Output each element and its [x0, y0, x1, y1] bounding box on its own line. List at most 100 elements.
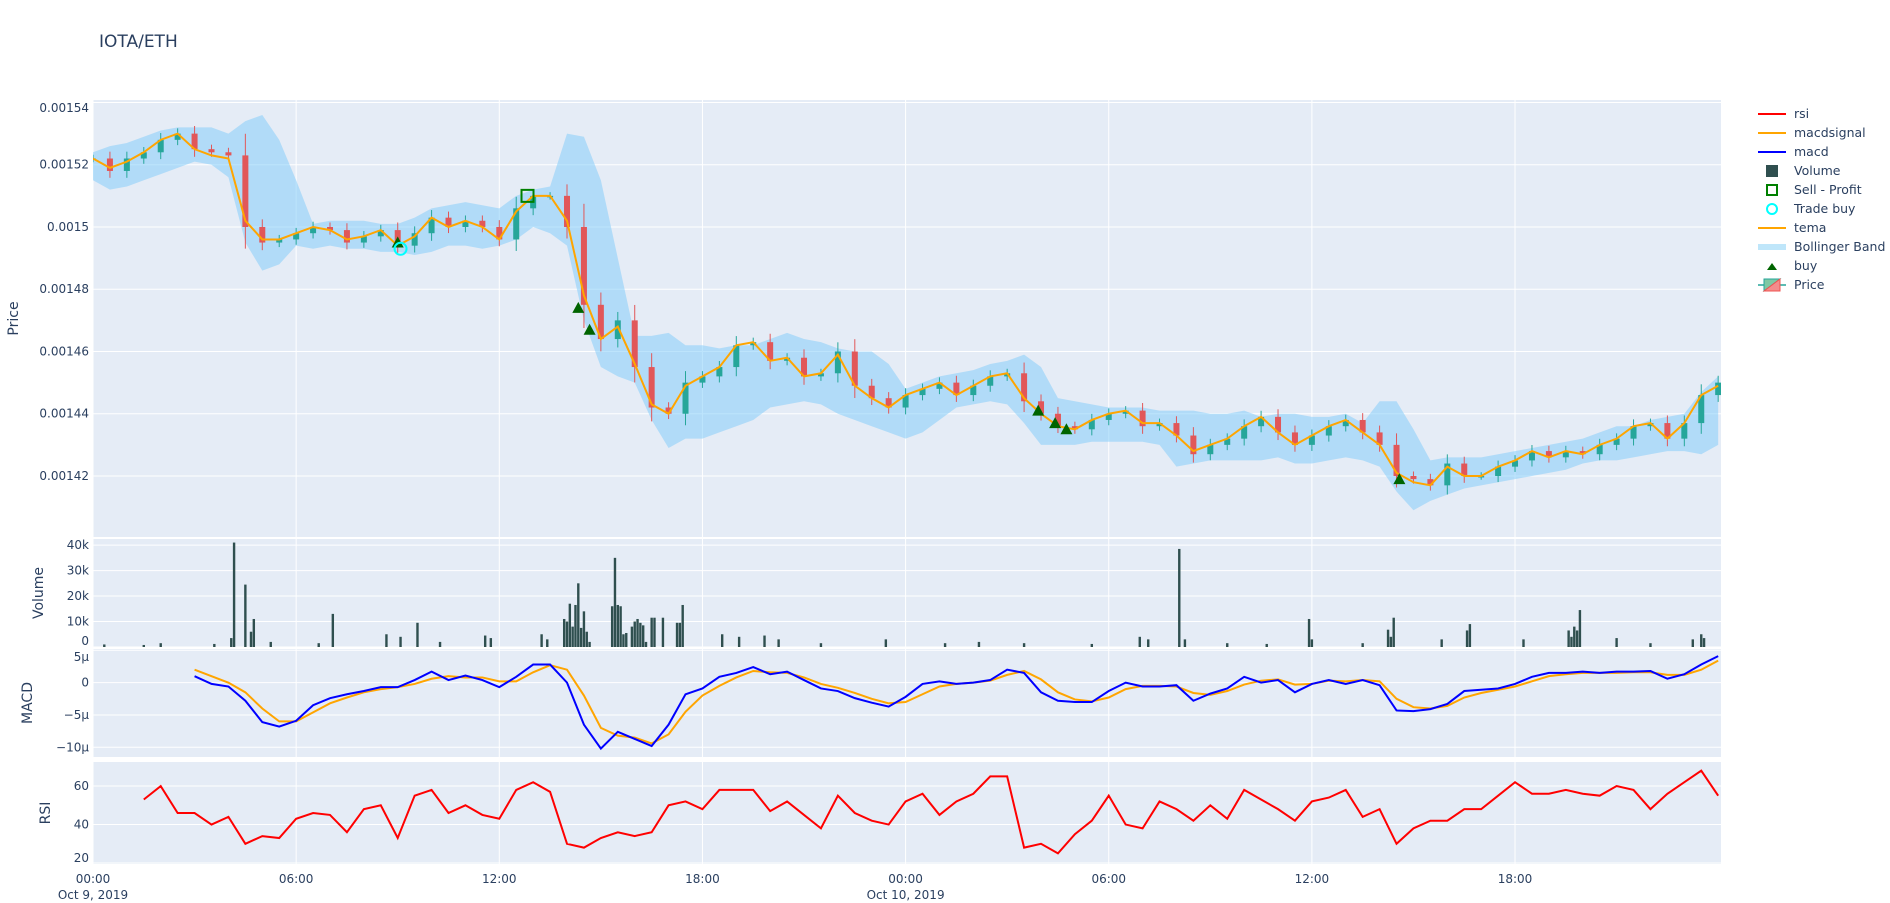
legend-item-buy[interactable]: buy [1756, 256, 1885, 275]
macd-series [194, 655, 1719, 751]
candlestick [564, 184, 571, 239]
price-y-tick-label: 0.0015 [47, 220, 89, 234]
candlestick [1681, 415, 1688, 447]
sell-profit-marker [520, 188, 535, 203]
candlestick [817, 368, 824, 381]
volume-bar [1702, 638, 1706, 647]
candlestick [1427, 473, 1434, 491]
candle-body [276, 239, 283, 243]
legend-item-rsi[interactable]: rsi [1756, 104, 1885, 123]
macd-y-tick-label: 0 [81, 676, 89, 690]
chart-title: IOTA/ETH [99, 32, 178, 52]
legend-item-sell-profit[interactable]: Sell - Profit [1756, 180, 1885, 199]
legend-item-macdsignal[interactable]: macdsignal [1756, 123, 1885, 142]
volume-y-tick-label: 10k [67, 615, 89, 629]
candlestick [699, 371, 706, 388]
candle-body [834, 351, 841, 374]
band-legend-icon [1758, 243, 1786, 250]
rsi-line [143, 769, 1720, 855]
volume-bar [1022, 643, 1026, 647]
candlestick [496, 220, 503, 247]
candlestick [1325, 420, 1332, 442]
candle-body [106, 158, 113, 171]
volume-bar [1265, 643, 1268, 647]
candlestick [1105, 408, 1112, 426]
volume-bar [1567, 630, 1570, 647]
candle-body [580, 226, 587, 305]
volume-bar [159, 643, 162, 647]
legend-item-price[interactable]: Price [1756, 275, 1885, 294]
candlestick [123, 151, 130, 178]
legend-item-volume[interactable]: Volume [1756, 161, 1885, 180]
candle-body [1393, 444, 1400, 476]
x-tick-label: 06:00 [279, 872, 314, 886]
candlestick [377, 224, 384, 242]
legend-label: rsi [1794, 106, 1810, 121]
legend-item-tema[interactable]: tema [1756, 218, 1885, 237]
candlestick [716, 360, 723, 383]
candle-body [445, 217, 452, 227]
volume-bar [619, 606, 622, 647]
volume-y-tick-label: 40k [67, 538, 89, 552]
candle-body [987, 376, 994, 386]
candlestick [1054, 406, 1061, 434]
candlestick [1156, 418, 1163, 431]
candlestick [1021, 362, 1028, 413]
volume-bar [230, 638, 233, 647]
volume-bar [399, 636, 402, 647]
macd-y-tick-label: −5µ [64, 708, 90, 722]
candlestick [953, 375, 960, 402]
legend-item-trade-buy[interactable]: Trade buy [1756, 199, 1885, 218]
volume-bar [977, 641, 981, 647]
volume-bar [1310, 639, 1314, 647]
candle-body [1359, 419, 1366, 433]
volume-bar [579, 627, 583, 647]
candle-body [614, 320, 621, 340]
candle-body [1173, 423, 1180, 436]
candlestick [1359, 413, 1366, 440]
volume-bar [1465, 630, 1469, 647]
volume-bar [636, 618, 639, 647]
legend-item-macd[interactable]: macd [1756, 142, 1885, 161]
legend-label: Volume [1794, 163, 1841, 178]
circle-open-legend-icon [1766, 202, 1778, 215]
x-tick-label: 12:00 [1295, 872, 1330, 886]
candlestick [1275, 409, 1282, 441]
volume-bar [252, 618, 256, 647]
candle-body [123, 158, 130, 171]
square-open-legend-icon [1766, 183, 1778, 196]
volume-bar [546, 639, 549, 647]
candlestick [1698, 384, 1705, 434]
candle-body [411, 233, 418, 246]
candle-body [1410, 475, 1417, 480]
candle-body [784, 357, 791, 361]
legend-item-bollinger-band[interactable]: Bollinger Band [1756, 237, 1885, 256]
candle-body [1207, 444, 1214, 455]
candlestick [1342, 414, 1349, 432]
candle-body [1088, 419, 1095, 430]
volume-bar [819, 643, 823, 647]
candlestick [936, 377, 943, 395]
candlestick [1461, 456, 1468, 483]
line-legend-icon [1758, 150, 1786, 153]
candlestick [276, 234, 283, 248]
candle-body [1224, 438, 1231, 445]
volume-bar [884, 639, 888, 647]
price-y-tick-label: 0.00142 [39, 469, 89, 483]
candle-body [1613, 438, 1620, 445]
volume-bar [438, 641, 442, 647]
volume-bar [1700, 634, 1703, 647]
candlestick [1224, 433, 1231, 451]
candlestick [1308, 429, 1315, 451]
candle-body [936, 382, 943, 389]
candle-body [631, 320, 638, 368]
volume-y-tick-label: 30k [67, 564, 89, 578]
macd-axis-title: MACD [20, 682, 36, 724]
candle-body [564, 195, 571, 227]
volume-bar [1440, 639, 1443, 647]
candlestick [733, 336, 740, 377]
volume-bar [585, 631, 588, 647]
legend-label: Price [1794, 277, 1825, 292]
candle-body [1647, 423, 1654, 427]
candle-body [208, 149, 215, 153]
